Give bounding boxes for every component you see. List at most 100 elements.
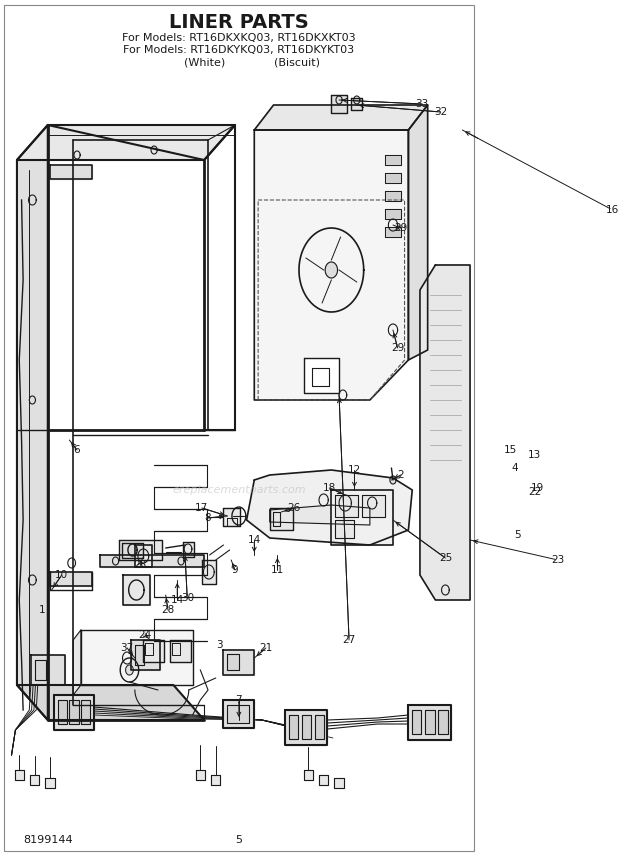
Polygon shape: [69, 700, 79, 724]
Polygon shape: [289, 715, 298, 739]
Polygon shape: [143, 640, 164, 662]
Text: 27: 27: [342, 635, 356, 645]
Polygon shape: [17, 125, 48, 720]
Polygon shape: [331, 490, 393, 545]
Text: 10: 10: [55, 570, 68, 580]
Polygon shape: [515, 488, 530, 508]
Polygon shape: [409, 105, 428, 360]
Text: 17: 17: [195, 503, 208, 513]
Polygon shape: [135, 645, 144, 665]
Polygon shape: [135, 545, 152, 567]
Polygon shape: [223, 700, 254, 728]
Polygon shape: [385, 173, 401, 183]
Polygon shape: [335, 495, 358, 517]
Polygon shape: [254, 105, 428, 130]
Text: 13: 13: [528, 450, 541, 460]
Polygon shape: [211, 775, 220, 785]
Text: 3: 3: [216, 640, 223, 650]
Polygon shape: [123, 575, 150, 605]
Text: 24: 24: [138, 630, 151, 640]
Polygon shape: [334, 778, 343, 788]
Polygon shape: [331, 95, 347, 113]
Text: 28: 28: [134, 560, 147, 570]
Text: For Models: RT16DKYKQ03, RT16DKYKT03: For Models: RT16DKYKQ03, RT16DKYKT03: [123, 45, 355, 55]
Text: 4: 4: [512, 463, 518, 473]
Text: 9: 9: [232, 565, 238, 575]
Text: 5: 5: [236, 835, 242, 845]
Polygon shape: [228, 705, 249, 723]
Polygon shape: [485, 475, 508, 503]
Polygon shape: [247, 470, 412, 545]
Text: 2: 2: [397, 470, 404, 480]
Text: 22: 22: [528, 487, 541, 497]
Text: 37: 37: [120, 643, 134, 653]
Polygon shape: [50, 572, 92, 586]
Polygon shape: [385, 155, 401, 165]
Text: 33: 33: [415, 99, 429, 109]
Text: 25: 25: [439, 553, 452, 563]
Polygon shape: [202, 560, 216, 584]
Polygon shape: [304, 358, 339, 393]
Polygon shape: [385, 191, 401, 201]
Text: 32: 32: [434, 107, 448, 117]
Polygon shape: [385, 227, 401, 237]
Polygon shape: [325, 262, 337, 278]
Polygon shape: [270, 505, 370, 525]
Polygon shape: [254, 130, 409, 400]
Polygon shape: [81, 630, 193, 685]
Text: 1: 1: [39, 605, 46, 615]
Text: 29: 29: [394, 223, 407, 233]
Polygon shape: [58, 700, 67, 724]
Polygon shape: [169, 640, 191, 662]
Text: 19: 19: [531, 483, 544, 493]
Text: 8: 8: [205, 513, 211, 523]
Polygon shape: [420, 265, 470, 600]
Polygon shape: [15, 770, 24, 780]
Text: ereplacementparts.com: ereplacementparts.com: [172, 485, 306, 495]
Polygon shape: [131, 640, 161, 670]
Polygon shape: [223, 508, 241, 526]
Polygon shape: [17, 685, 204, 720]
Text: 7: 7: [236, 695, 242, 705]
Polygon shape: [228, 654, 239, 670]
Text: (White): (White): [184, 57, 225, 67]
Polygon shape: [31, 655, 66, 685]
Polygon shape: [501, 460, 518, 474]
Polygon shape: [524, 490, 538, 512]
Polygon shape: [30, 775, 39, 785]
Text: 18: 18: [323, 483, 337, 493]
Polygon shape: [304, 770, 313, 780]
Text: 15: 15: [504, 445, 518, 455]
Polygon shape: [385, 209, 401, 219]
Polygon shape: [409, 705, 451, 740]
Text: 16: 16: [606, 205, 619, 215]
Polygon shape: [35, 660, 46, 680]
Polygon shape: [223, 650, 254, 675]
Polygon shape: [54, 695, 94, 730]
Polygon shape: [319, 775, 328, 785]
Polygon shape: [126, 665, 133, 675]
Text: 6: 6: [74, 445, 81, 455]
Polygon shape: [196, 770, 205, 780]
Polygon shape: [183, 542, 194, 557]
Polygon shape: [362, 495, 385, 517]
Text: 8199144: 8199144: [23, 835, 73, 845]
Text: 29: 29: [391, 343, 404, 353]
Polygon shape: [270, 508, 293, 530]
Polygon shape: [412, 710, 422, 734]
Polygon shape: [315, 715, 324, 739]
Polygon shape: [73, 630, 81, 695]
Text: 12: 12: [348, 465, 361, 475]
Text: 28: 28: [161, 605, 175, 615]
Polygon shape: [425, 710, 435, 734]
Polygon shape: [120, 540, 162, 560]
Text: 14: 14: [247, 535, 261, 545]
Polygon shape: [50, 165, 92, 179]
Polygon shape: [81, 700, 90, 724]
Text: 21: 21: [259, 643, 272, 653]
Text: 30: 30: [180, 593, 194, 603]
Text: 26: 26: [288, 503, 301, 513]
Polygon shape: [335, 520, 355, 538]
Text: LINER PARTS: LINER PARTS: [169, 13, 309, 32]
Polygon shape: [302, 715, 311, 739]
